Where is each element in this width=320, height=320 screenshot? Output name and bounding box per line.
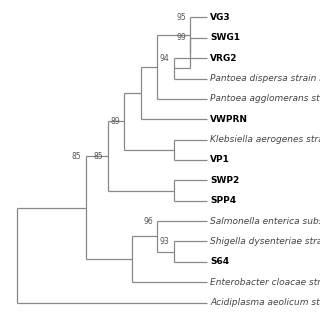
Text: 94: 94 xyxy=(160,54,170,63)
Text: VP1: VP1 xyxy=(210,156,230,164)
Text: 85: 85 xyxy=(94,152,104,161)
Text: S64: S64 xyxy=(210,257,229,266)
Text: Enterobacter cloacae strain AT: Enterobacter cloacae strain AT xyxy=(210,278,320,287)
Text: Klebsiella aerogenes strain_10B2: Klebsiella aerogenes strain_10B2 xyxy=(210,135,320,144)
Text: 95: 95 xyxy=(176,13,186,22)
Text: Salmonella enterica subsp. arizo: Salmonella enterica subsp. arizo xyxy=(210,217,320,226)
Text: 96: 96 xyxy=(143,217,153,226)
Text: SPP4: SPP4 xyxy=(210,196,236,205)
Text: VG3: VG3 xyxy=(210,13,231,22)
Text: 99: 99 xyxy=(176,33,186,42)
Text: 85: 85 xyxy=(72,152,82,161)
Text: VWPRN: VWPRN xyxy=(210,115,248,124)
Text: 89: 89 xyxy=(110,117,120,126)
Text: SWP2: SWP2 xyxy=(210,176,239,185)
Text: SWG1: SWG1 xyxy=(210,33,240,42)
Text: 93: 93 xyxy=(160,237,170,246)
Text: VRG2: VRG2 xyxy=(210,54,237,63)
Text: Shigella dysenteriae strain ATCC: Shigella dysenteriae strain ATCC xyxy=(210,237,320,246)
Text: Pantoea dispersa strain KNUC35: Pantoea dispersa strain KNUC35 xyxy=(210,74,320,83)
Text: Acidiplasma aeolicum strain V: Acidiplasma aeolicum strain V xyxy=(210,298,320,307)
Text: Pantoea agglomerans strain M: Pantoea agglomerans strain M xyxy=(210,94,320,103)
